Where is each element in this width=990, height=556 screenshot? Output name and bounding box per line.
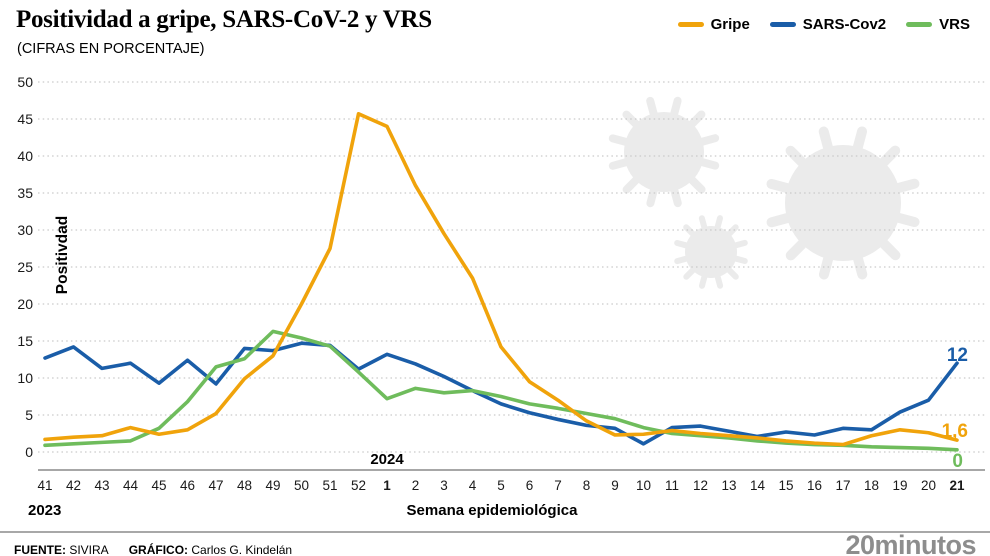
x-tick-label: 52 [351, 478, 366, 493]
x-tick-label: 18 [864, 478, 879, 493]
x-tick-label: 42 [66, 478, 81, 493]
x-tick-label: 13 [721, 478, 736, 493]
x-tick-label: 19 [892, 478, 907, 493]
x-tick-label: 11 [665, 478, 679, 493]
20minutos-logo: 20minutos [845, 530, 976, 556]
x-tick-label: 43 [94, 478, 109, 493]
virus-watermark-icon [766, 126, 920, 280]
x-tick-label: 14 [750, 478, 766, 493]
y-axis-title: Positivdad [54, 216, 71, 294]
x-tick-label: 6 [526, 478, 534, 493]
virus-watermark-icon [674, 215, 748, 289]
x-tick-label: 17 [835, 478, 850, 493]
y-tick-label: 15 [17, 333, 33, 349]
sars-cov2-end-label: 12 [947, 345, 968, 366]
legend-item-sars-cov2: SARS-Cov2 [769, 16, 887, 33]
y-tick-label: 30 [17, 222, 33, 238]
legend: Gripe SARS-Cov2 VRS [677, 16, 970, 33]
x-tick-label: 7 [554, 478, 562, 493]
y-tick-label: 45 [17, 111, 33, 127]
x-tick-label: 51 [322, 478, 337, 493]
sars-cov2-line [43, 341, 959, 446]
x-tick-label: 16 [807, 478, 822, 493]
x-tick-label: 2 [412, 478, 420, 493]
gripe-line [43, 112, 959, 447]
y-tick-label: 5 [25, 407, 33, 423]
legend-item-gripe: Gripe [677, 16, 750, 33]
legend-label-vrs: VRS [939, 16, 970, 33]
x-tick-label: 44 [123, 478, 139, 493]
y-tick-label: 0 [25, 444, 33, 460]
source-credit: FUENTE: SIVIRA GRÁFICO: Carlos G. Kindel… [14, 538, 292, 556]
gripe-color-swatch [677, 22, 704, 27]
x-tick-label: 1 [383, 478, 391, 493]
legend-item-vrs: VRS [906, 16, 970, 33]
vrs-color-swatch [906, 22, 933, 27]
gripe-end-label: 1,6 [942, 421, 968, 442]
year-label-2023: 2023 [28, 502, 61, 519]
x-tick-label: 20 [921, 478, 936, 493]
x-tick-label: 5 [497, 478, 505, 493]
x-tick-label: 9 [611, 478, 619, 493]
footer: FUENTE: SIVIRA GRÁFICO: Carlos G. Kindel… [0, 531, 990, 556]
x-tick-label: 41 [37, 478, 52, 493]
x-tick-label: 15 [778, 478, 793, 493]
x-tick-label: 45 [151, 478, 166, 493]
x-tick-label: 47 [208, 478, 223, 493]
x-tick-label: 3 [440, 478, 448, 493]
source-value: SIVIRA [69, 543, 109, 556]
x-tick-label: 12 [693, 478, 708, 493]
legend-label-gripe: Gripe [710, 16, 750, 33]
x-tick-label: 21 [949, 478, 965, 493]
x-tick-label: 8 [583, 478, 591, 493]
virus-watermark-icon [608, 96, 720, 208]
x-tick-label: 46 [180, 478, 195, 493]
y-tick-label: 40 [17, 148, 33, 164]
legend-label-sars-cov2: SARS-Cov2 [802, 16, 887, 33]
credit-label: GRÁFICO: [128, 543, 189, 556]
credit-value: Carlos G. Kindelán [191, 543, 293, 556]
y-tick-label: 50 [17, 74, 33, 90]
year-label-2024: 2024 [370, 451, 404, 468]
x-tick-label: 10 [636, 478, 651, 493]
x-tick-label: 48 [237, 478, 252, 493]
y-tick-label: 35 [17, 185, 33, 201]
y-tick-label: 10 [17, 370, 33, 386]
page-subtitle: (CIFRAS EN PORCENTAJE) [17, 41, 205, 57]
x-tick-label: 50 [294, 478, 309, 493]
x-tick-label: 4 [469, 478, 477, 493]
y-tick-label: 20 [17, 296, 33, 312]
x-tick-label: 49 [265, 478, 280, 493]
x-axis-title: Semana epidemiológica [407, 502, 579, 519]
y-tick-label: 25 [17, 259, 33, 275]
source-label: FUENTE: [14, 543, 66, 556]
vrs-end-label: 0 [952, 451, 963, 472]
page-title: Positividad a gripe, SARS-CoV-2 y VRS [16, 6, 432, 33]
sars-cov2-color-swatch [769, 22, 796, 27]
chart-area: 0 5 10 15 20 25 30 35 40 45 50 Positivdad 41 42 43 44 45… [17, 74, 985, 519]
